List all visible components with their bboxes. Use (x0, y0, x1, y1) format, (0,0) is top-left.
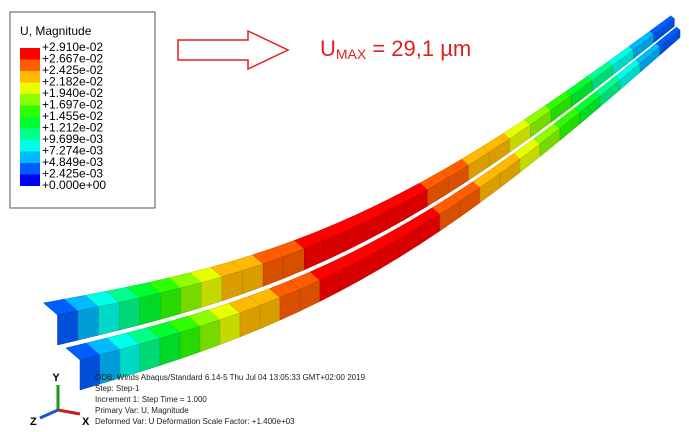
info-block: ODB: Winds Abaqus/Standard 6.14-5 Thu Ju… (95, 373, 366, 426)
legend: +2.910e-02+2.667e-02+2.425e-02+2.182e-02… (20, 40, 106, 192)
info-line: Deformed Var: U Deformation Scale Factor… (95, 417, 295, 426)
umax-annotation: UMAX = 29,1 µm (320, 36, 471, 62)
legend-swatch (20, 94, 40, 106)
beam-web (78, 307, 99, 340)
beam-web (160, 333, 180, 366)
legend-swatch (20, 175, 40, 187)
legend-swatch (20, 60, 40, 72)
legend-swatch (20, 106, 40, 118)
triad-y: Y (52, 372, 60, 384)
beam-web (140, 338, 160, 371)
beam-web (160, 288, 181, 319)
legend-swatch (20, 83, 40, 95)
legend-swatch (20, 163, 40, 175)
info-line: ODB: Winds Abaqus/Standard 6.14-5 Thu Ju… (95, 373, 366, 382)
legend-swatch (20, 117, 40, 129)
triad-x: X (82, 416, 90, 428)
legend-label: +0.000e+00 (42, 178, 106, 192)
legend-swatch (20, 48, 40, 60)
beam-web (99, 302, 120, 335)
beam-web (58, 311, 79, 345)
beam-web (181, 283, 202, 314)
triad-z: Z (30, 416, 37, 428)
arrow (178, 31, 288, 69)
legend-swatch (20, 140, 40, 152)
annotation-prefix: U (320, 36, 336, 61)
viewport: U, Magnitude +2.910e-02+2.667e-02+2.425e… (0, 0, 689, 432)
beam-web (140, 293, 161, 325)
info-line: Primary Var: U, Magnitude (95, 406, 189, 415)
info-line: Increment 1: Step Time = 1.000 (95, 395, 207, 404)
annotation-suffix: = 29,1 µm (366, 36, 471, 61)
annotation-subscript: MAX (336, 46, 367, 62)
beam-web (119, 298, 140, 330)
legend-swatch (20, 152, 40, 164)
legend-title: U, Magnitude (20, 24, 92, 38)
legend-swatch (20, 71, 40, 83)
info-line: Step: Step-1 (95, 384, 140, 393)
legend-swatch (20, 129, 40, 141)
